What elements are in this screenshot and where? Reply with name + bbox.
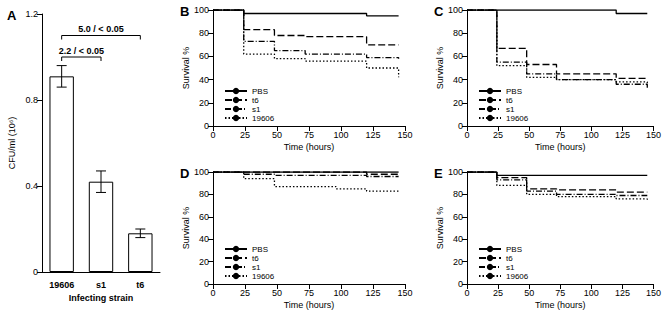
svg-text:40: 40 — [199, 234, 209, 244]
svg-text:60: 60 — [453, 212, 463, 222]
svg-text:50: 50 — [524, 288, 534, 298]
svg-text:19606: 19606 — [506, 272, 529, 281]
svg-text:Infecting strain: Infecting strain — [69, 293, 134, 303]
svg-text:s1: s1 — [506, 263, 515, 272]
svg-text:19606: 19606 — [252, 114, 275, 123]
svg-text:50: 50 — [524, 130, 534, 140]
svg-text:150: 150 — [397, 130, 412, 140]
svg-text:0: 0 — [210, 288, 215, 298]
svg-text:Time (hours): Time (hours) — [284, 300, 335, 310]
svg-text:40: 40 — [453, 234, 463, 244]
svg-text:0: 0 — [458, 279, 463, 289]
svg-text:B: B — [180, 4, 189, 19]
svg-text:60: 60 — [453, 51, 463, 61]
svg-text:125: 125 — [615, 130, 630, 140]
svg-text:75: 75 — [304, 130, 314, 140]
svg-text:100: 100 — [448, 167, 463, 177]
svg-text:80: 80 — [199, 28, 209, 38]
svg-text:75: 75 — [304, 288, 314, 298]
svg-text:t6: t6 — [252, 254, 259, 263]
svg-text:s1: s1 — [252, 105, 261, 114]
svg-text:0: 0 — [464, 288, 469, 298]
svg-text:1.2: 1.2 — [25, 9, 38, 19]
svg-text:Survival %: Survival % — [435, 207, 445, 250]
svg-text:t6: t6 — [252, 96, 259, 105]
svg-text:0: 0 — [33, 267, 38, 277]
svg-text:PBS: PBS — [506, 87, 522, 96]
svg-text:0: 0 — [210, 130, 215, 140]
svg-text:t6: t6 — [136, 280, 144, 290]
svg-text:80: 80 — [199, 189, 209, 199]
svg-text:75: 75 — [555, 288, 565, 298]
svg-text:125: 125 — [365, 288, 380, 298]
svg-text:20: 20 — [453, 98, 463, 108]
svg-text:19606: 19606 — [506, 114, 529, 123]
svg-text:Time (hours): Time (hours) — [535, 300, 586, 310]
svg-text:50: 50 — [272, 288, 282, 298]
svg-text:60: 60 — [199, 212, 209, 222]
svg-text:Survival %: Survival % — [181, 47, 191, 90]
svg-text:0: 0 — [204, 121, 209, 131]
svg-text:100: 100 — [194, 167, 209, 177]
svg-text:100: 100 — [584, 288, 599, 298]
svg-text:125: 125 — [615, 288, 630, 298]
svg-text:Time (hours): Time (hours) — [284, 142, 335, 152]
svg-text:100: 100 — [194, 5, 209, 15]
svg-text:40: 40 — [453, 75, 463, 85]
svg-text:E: E — [434, 166, 443, 181]
svg-text:150: 150 — [646, 130, 661, 140]
svg-text:150: 150 — [397, 288, 412, 298]
svg-text:s1: s1 — [96, 280, 106, 290]
svg-text:D: D — [180, 166, 189, 181]
svg-text:100: 100 — [333, 130, 348, 140]
svg-text:80: 80 — [453, 28, 463, 38]
svg-text:0: 0 — [458, 121, 463, 131]
svg-text:t6: t6 — [506, 254, 513, 263]
svg-text:0.8: 0.8 — [25, 95, 38, 105]
svg-text:19606: 19606 — [252, 272, 275, 281]
svg-text:20: 20 — [199, 257, 209, 267]
svg-text:2.2 / < 0.05: 2.2 / < 0.05 — [59, 46, 104, 56]
svg-text:100: 100 — [584, 130, 599, 140]
svg-text:Survival %: Survival % — [435, 47, 445, 90]
svg-text:PBS: PBS — [506, 245, 522, 254]
svg-text:100: 100 — [448, 5, 463, 15]
svg-text:PBS: PBS — [252, 87, 268, 96]
svg-text:t6: t6 — [506, 96, 513, 105]
svg-text:19606: 19606 — [49, 280, 74, 290]
svg-text:25: 25 — [493, 288, 503, 298]
svg-text:60: 60 — [199, 51, 209, 61]
svg-text:20: 20 — [199, 98, 209, 108]
svg-text:0: 0 — [204, 279, 209, 289]
svg-text:C: C — [434, 4, 444, 19]
svg-text:75: 75 — [555, 130, 565, 140]
svg-text:s1: s1 — [252, 263, 261, 272]
svg-text:125: 125 — [365, 130, 380, 140]
svg-text:A: A — [7, 8, 17, 23]
svg-text:150: 150 — [646, 288, 661, 298]
svg-text:25: 25 — [493, 130, 503, 140]
svg-text:25: 25 — [240, 288, 250, 298]
svg-text:100: 100 — [333, 288, 348, 298]
svg-text:25: 25 — [240, 130, 250, 140]
svg-text:PBS: PBS — [252, 245, 268, 254]
svg-text:40: 40 — [199, 75, 209, 85]
svg-text:5.0 / < 0.05: 5.0 / < 0.05 — [78, 24, 123, 34]
svg-text:CFU/ml (10⁶): CFU/ml (10⁶) — [7, 117, 17, 170]
svg-text:80: 80 — [453, 189, 463, 199]
svg-text:0: 0 — [464, 130, 469, 140]
svg-text:50: 50 — [272, 130, 282, 140]
svg-text:s1: s1 — [506, 105, 515, 114]
svg-text:0.4: 0.4 — [25, 181, 38, 191]
svg-text:Survival %: Survival % — [181, 207, 191, 250]
svg-text:Time (hours): Time (hours) — [535, 142, 586, 152]
svg-text:20: 20 — [453, 257, 463, 267]
